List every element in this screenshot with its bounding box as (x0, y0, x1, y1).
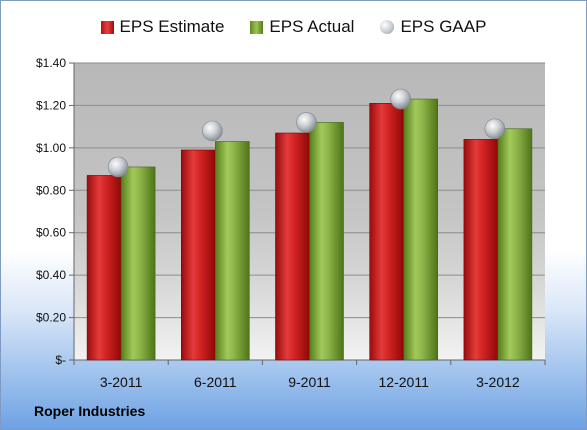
marker-eps-gaap (484, 118, 506, 140)
legend-label-estimate: EPS Estimate (119, 17, 225, 36)
bar-eps-estimate (369, 103, 405, 361)
bar-eps-actual (497, 128, 533, 361)
y-tick-label: $1.20 (36, 98, 66, 112)
bar-eps-actual (309, 122, 344, 361)
x-tick-label: 3-2012 (476, 374, 520, 390)
bar-eps-estimate (181, 149, 216, 361)
bar-eps-actual (120, 166, 156, 361)
y-tick-label: $0.20 (36, 311, 66, 325)
marker-eps-gaap (107, 156, 129, 178)
x-tick-label: 3-2011 (100, 374, 143, 390)
bar-eps-estimate (275, 132, 310, 361)
x-tick-label: 6-2011 (194, 374, 237, 390)
marker-eps-gaap (390, 88, 412, 110)
marker-eps-gaap (202, 120, 223, 142)
y-tick-label: $1.00 (36, 141, 66, 155)
bar-eps-estimate (463, 139, 499, 361)
y-tick-label: $- (55, 353, 66, 367)
y-tick-label: $0.80 (36, 183, 66, 197)
legend-item-eps-actual: EPS Actual (250, 17, 354, 37)
bar-eps-estimate (86, 175, 122, 361)
legend-label-gaap: EPS GAAP (400, 17, 487, 36)
x-tick-label: 12-2011 (379, 374, 430, 390)
y-tick-label: $1.40 (36, 56, 66, 70)
chart-legend: EPS Estimate EPS Actual EPS GAAP (1, 17, 586, 37)
legend-label-actual: EPS Actual (269, 17, 355, 36)
bar-eps-actual (215, 141, 250, 361)
legend-swatch-estimate (100, 20, 114, 34)
legend-item-eps-estimate: EPS Estimate (100, 17, 225, 37)
company-name: Roper Industries (34, 403, 146, 419)
x-tick-label: 9-2011 (288, 374, 331, 390)
y-tick-label: $0.60 (36, 226, 66, 240)
bar-eps-actual (403, 98, 439, 361)
legend-swatch-actual (250, 20, 264, 34)
marker-eps-gaap (296, 112, 317, 133)
y-tick-label: $0.40 (36, 268, 66, 282)
legend-item-eps-gaap: EPS GAAP (380, 17, 486, 37)
legend-marker-gaap (380, 20, 395, 34)
